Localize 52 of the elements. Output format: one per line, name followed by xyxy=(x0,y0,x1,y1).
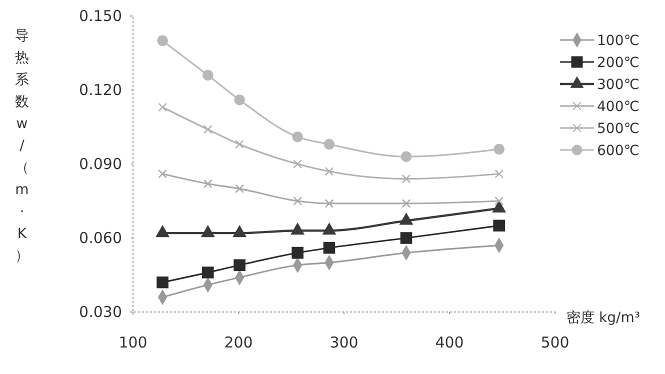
legend-label: 100℃ xyxy=(597,33,640,49)
point xyxy=(291,223,304,235)
x-tick-label: 300 xyxy=(330,334,358,352)
point xyxy=(322,223,336,235)
point xyxy=(201,226,214,238)
x-tick-label: 200 xyxy=(224,334,253,352)
text: 导热系数w/（m·K） xyxy=(15,28,29,264)
point xyxy=(157,35,168,46)
y-tick-label: 0.060 xyxy=(79,228,122,247)
legend-label: 500℃ xyxy=(597,121,640,137)
point xyxy=(158,169,168,178)
point xyxy=(400,151,412,162)
point xyxy=(324,166,334,176)
point xyxy=(235,140,244,149)
legend-label: 400℃ xyxy=(597,99,640,115)
point xyxy=(156,276,168,288)
y-tick-label: 0.030 xyxy=(79,302,122,321)
legend-label: 200℃ xyxy=(597,55,640,71)
point xyxy=(494,196,504,206)
point xyxy=(402,174,411,184)
point xyxy=(233,226,246,238)
point xyxy=(323,242,336,254)
x-axis-title: 密度 kg/m³ xyxy=(566,310,640,326)
point xyxy=(234,94,245,106)
point xyxy=(158,102,168,112)
point xyxy=(400,232,412,244)
x-tick-label: 500 xyxy=(540,334,570,352)
point xyxy=(203,124,212,134)
point xyxy=(493,220,505,232)
y-tick-label: 0.090 xyxy=(79,154,122,173)
x-tick-label: 100 xyxy=(118,334,148,352)
x-tick-label: 400 xyxy=(435,334,464,352)
y-tick-label: 0.120 xyxy=(79,80,122,99)
point xyxy=(293,160,302,168)
point xyxy=(292,246,304,259)
point xyxy=(202,70,214,81)
y-tick-label: 0.150 xyxy=(79,6,122,25)
point xyxy=(293,196,302,206)
point xyxy=(235,184,244,194)
point xyxy=(400,213,413,225)
point xyxy=(202,266,214,278)
point xyxy=(234,259,246,272)
legend-label: 600℃ xyxy=(597,143,640,159)
point xyxy=(324,138,335,150)
legend-label: 300℃ xyxy=(597,77,640,93)
point xyxy=(494,144,504,155)
point xyxy=(292,132,303,142)
point xyxy=(156,226,170,238)
point xyxy=(203,179,212,188)
point xyxy=(324,198,334,208)
point xyxy=(494,169,504,178)
point xyxy=(402,198,411,208)
